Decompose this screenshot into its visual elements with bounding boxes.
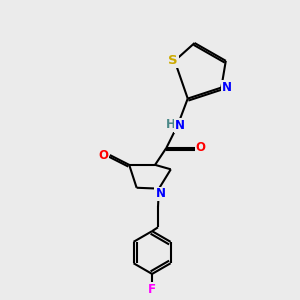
Text: H: H: [166, 118, 176, 130]
Text: S: S: [168, 54, 178, 67]
Text: N: N: [222, 81, 232, 94]
Text: O: O: [196, 141, 206, 154]
Text: F: F: [148, 283, 156, 296]
Text: N: N: [175, 119, 185, 132]
Text: N: N: [155, 188, 165, 200]
Text: O: O: [98, 148, 108, 162]
